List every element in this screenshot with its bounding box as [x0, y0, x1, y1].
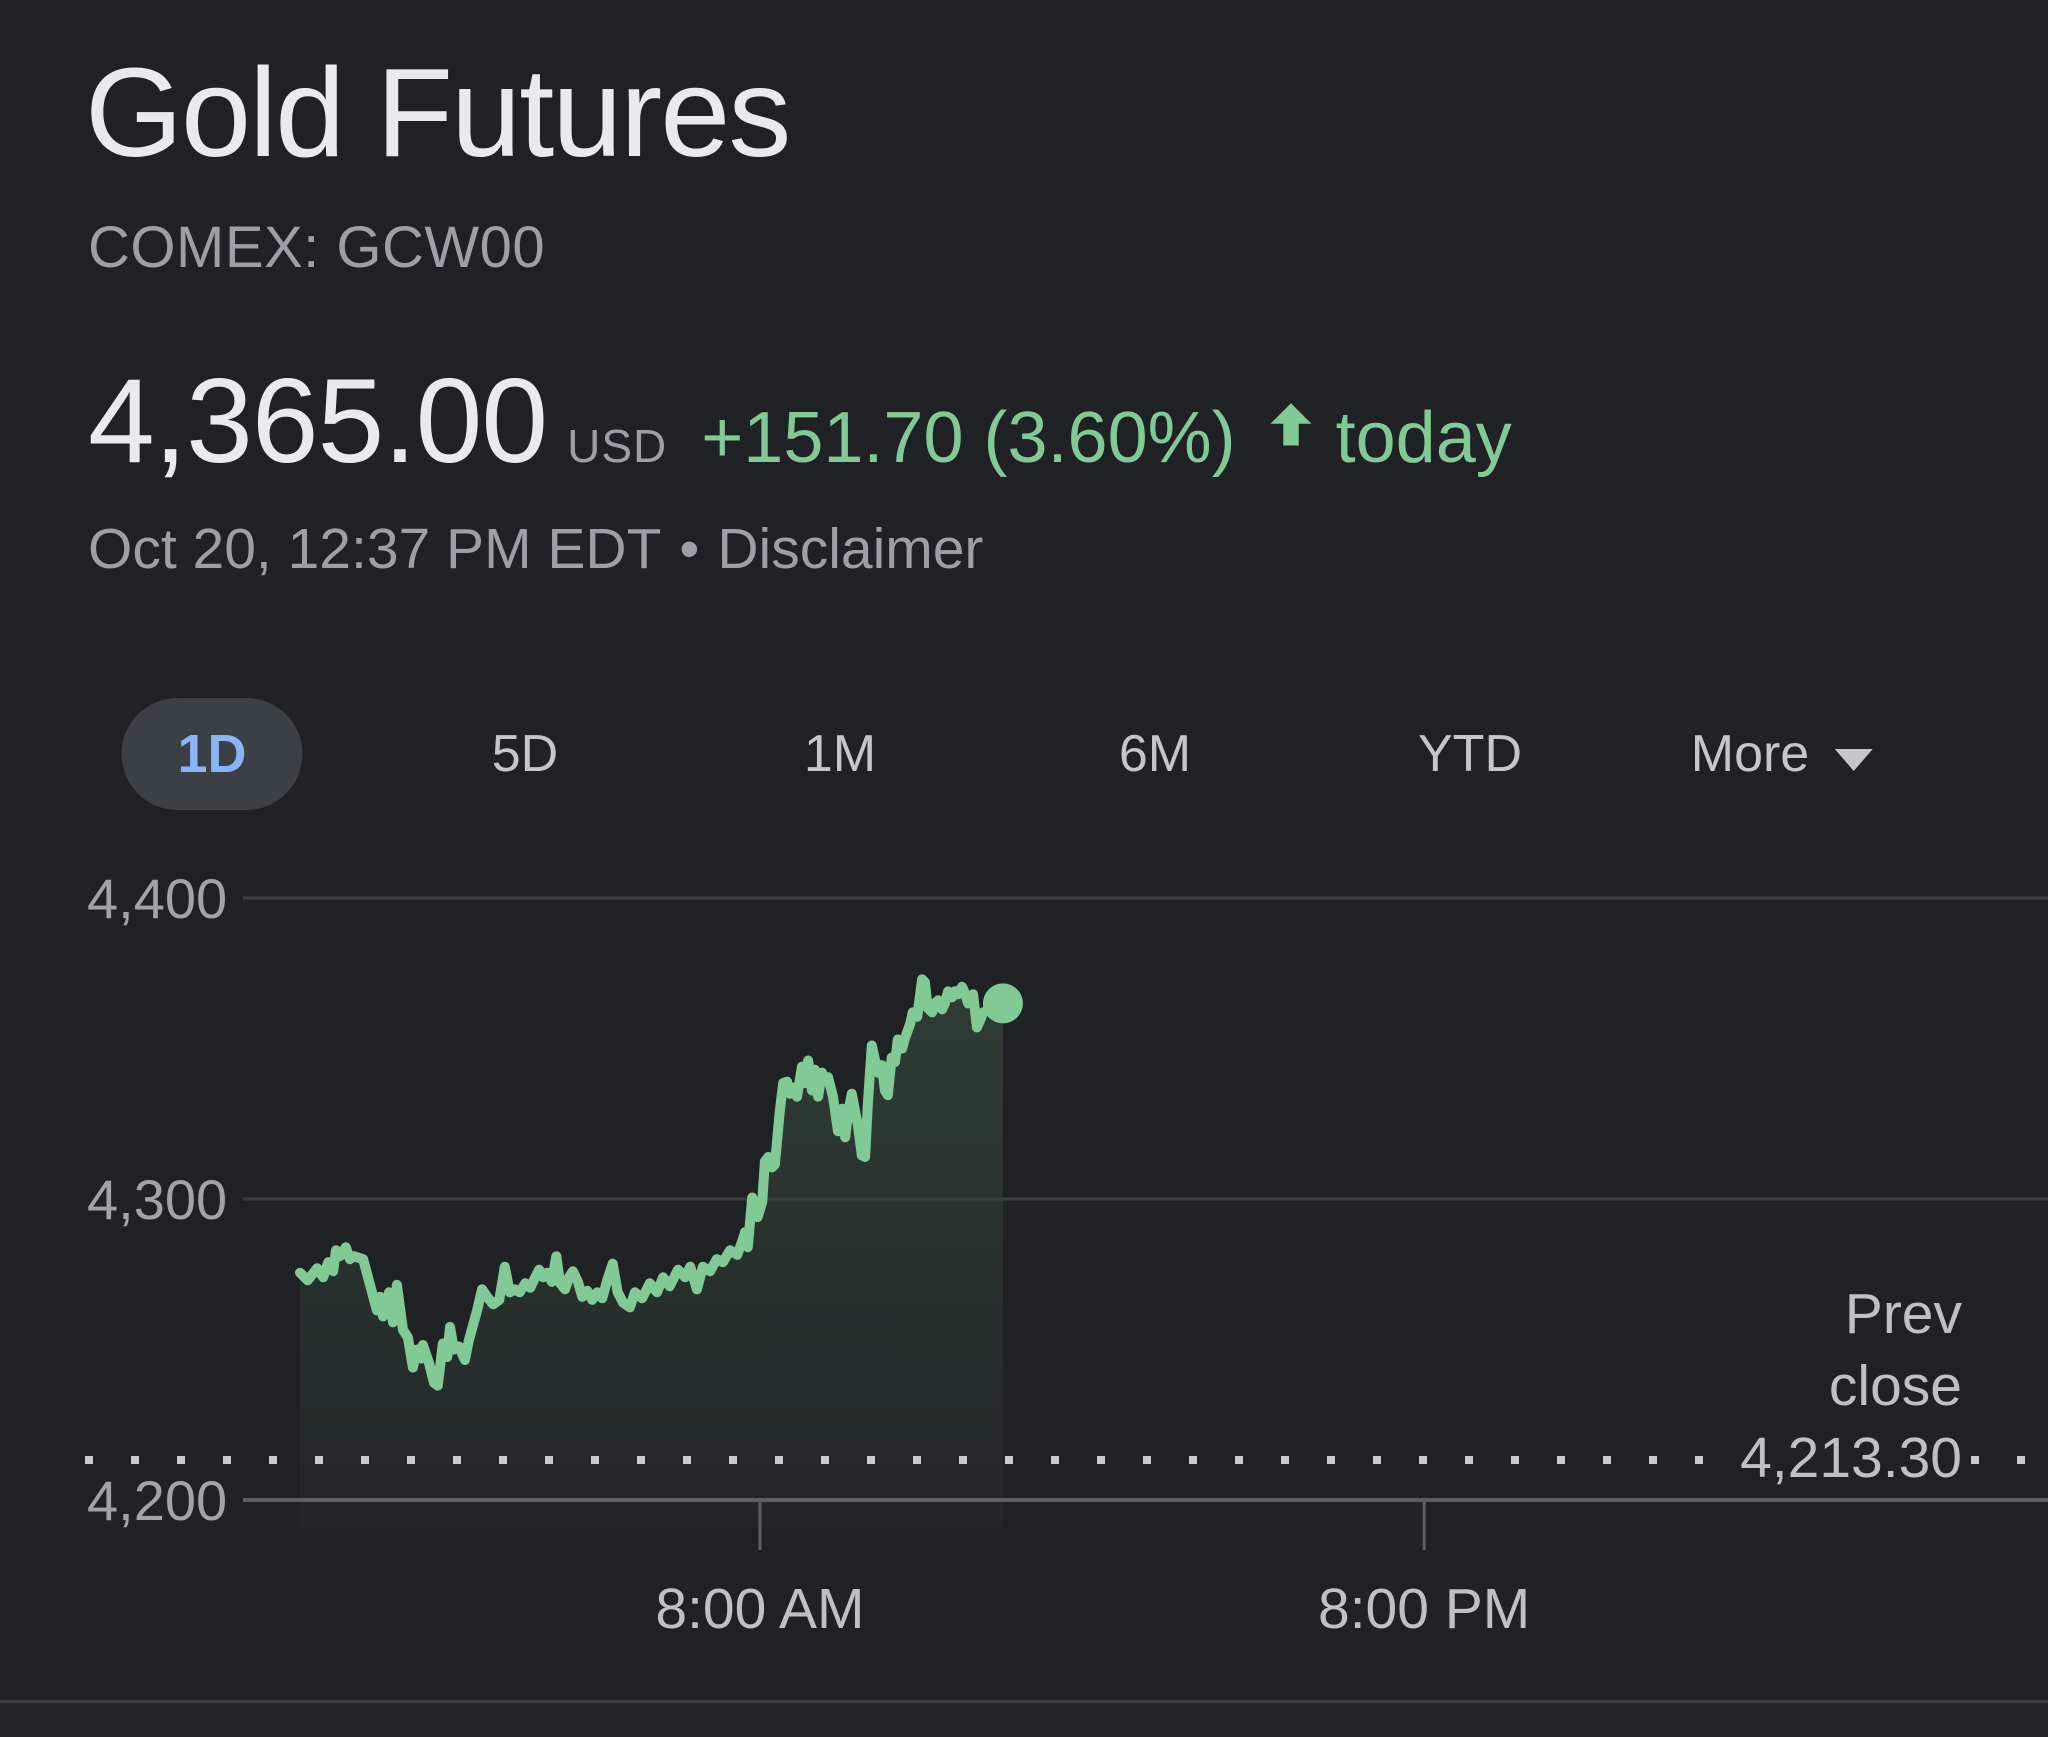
current-price-dot	[982, 983, 1023, 1024]
tab-1m-label: 1M	[803, 725, 877, 783]
x-tick-label: 8:00 AM	[655, 1577, 864, 1641]
tab-ytd-label: YTD	[1418, 725, 1522, 783]
current-price: 4,365.00	[88, 354, 548, 488]
exchange-symbol: COMEX: GCW00	[88, 215, 546, 280]
tab-more-label: More	[1690, 725, 1810, 783]
y-tick-label: 4,300	[87, 1168, 227, 1231]
prev-close-line2: close	[1828, 1354, 1962, 1418]
price-change: +151.70 (3.60%)	[701, 398, 1236, 478]
y-tick-label: 4,400	[87, 867, 227, 930]
quote-row: 4,365.00 USD +151.70 (3.60%) today	[88, 352, 1512, 490]
tab-1d[interactable]: 1D	[121, 698, 303, 810]
section-divider	[0, 1700, 2048, 1703]
tab-1m[interactable]: 1M	[804, 698, 876, 810]
y-tick-label: 4,200	[87, 1469, 227, 1532]
price-chart[interactable]: 4,400 4,300 4,200 8:00 AM 8:00 PM	[0, 830, 2048, 1710]
tab-ytd[interactable]: YTD	[1418, 698, 1522, 810]
tab-5d-label: 5D	[491, 725, 559, 783]
today-label: today	[1335, 398, 1512, 478]
x-tick-label: 8:00 PM	[1318, 1577, 1530, 1641]
price-line	[295, 974, 1008, 1391]
prev-close-value: 4,213.30	[1740, 1426, 1962, 1490]
arrow-up-icon	[1270, 403, 1312, 446]
chevron-down-icon	[1835, 749, 1874, 771]
bullet-separator: •	[679, 517, 700, 581]
next-section-edge	[0, 1703, 2048, 1737]
prev-close-line1: Prev	[1844, 1282, 1962, 1346]
tab-more[interactable]: More	[1690, 698, 1874, 810]
quote-meta: Oct 20, 12:37 PM EDT • Disclaimer	[88, 516, 983, 582]
tab-1d-label: 1D	[177, 724, 247, 784]
area-fill	[300, 979, 1003, 1528]
prev-close-label: Prev close 4,213.30	[1722, 1278, 1962, 1494]
tab-6m-label: 6M	[1118, 725, 1192, 783]
quote-timestamp: Oct 20, 12:37 PM EDT	[88, 517, 662, 581]
currency-label: USD	[567, 420, 668, 472]
page-title: Gold Futures	[85, 42, 791, 183]
tab-6m[interactable]: 6M	[1119, 698, 1191, 810]
disclaimer-link[interactable]: Disclaimer	[717, 517, 984, 581]
tab-5d[interactable]: 5D	[492, 698, 558, 810]
